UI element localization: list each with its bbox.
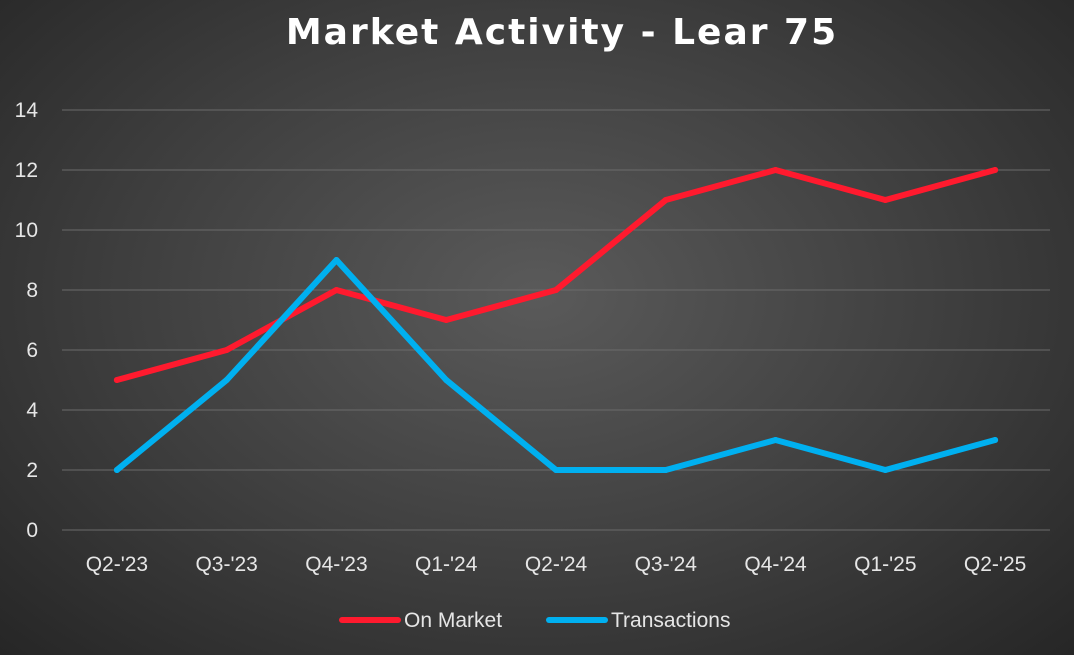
x-tick-label: Q4-'24 [744, 553, 807, 576]
y-tick-label: 12 [15, 159, 38, 182]
y-tick-label: 6 [26, 339, 38, 362]
data-point [772, 437, 779, 443]
y-tick-label: 4 [26, 399, 38, 422]
x-tick-label: Q4-'23 [305, 553, 367, 576]
data-point [992, 437, 999, 443]
data-point [333, 257, 340, 263]
x-tick-label: Q3-'24 [635, 553, 698, 576]
data-point [553, 287, 559, 293]
x-tick-label: Q1-'24 [415, 553, 478, 576]
data-point [662, 197, 669, 203]
data-point [882, 467, 889, 473]
data-point [223, 347, 230, 353]
data-point [113, 377, 120, 383]
chart-title: Market Activity - Lear 75 [286, 12, 838, 53]
data-point [443, 317, 450, 323]
y-tick-label: 14 [15, 99, 39, 122]
x-axis-tick-labels: Q2-'23 Q3-'23 Q4-'23 Q1-'24 Q2-'24 Q3-'24 Q4-'… [86, 553, 1027, 576]
data-point [113, 467, 120, 473]
y-tick-label: 8 [26, 279, 38, 302]
y-axis-tick-labels: 0 2 4 6 8 10 12 14 [15, 99, 39, 542]
x-tick-label: Q1-'25 [854, 553, 916, 576]
y-tick-label: 2 [26, 459, 38, 482]
y-tick-label: 0 [26, 519, 38, 542]
series-lines [113, 167, 999, 473]
x-tick-label: Q2-'25 [964, 553, 1026, 576]
data-point [553, 467, 559, 473]
y-tick-label: 10 [15, 219, 38, 242]
data-point [992, 167, 999, 173]
x-tick-label: Q2-'24 [525, 553, 588, 576]
data-point [223, 377, 230, 383]
series-line-on-market [113, 167, 999, 383]
x-tick-label: Q2-'23 [86, 553, 148, 576]
legend-label: Transactions [611, 609, 730, 632]
legend: On Market Transactions [339, 609, 730, 632]
data-point [882, 197, 889, 203]
data-point [443, 377, 450, 383]
data-point [662, 467, 669, 473]
legend-label: On Market [404, 609, 502, 632]
data-point [772, 167, 779, 173]
x-tick-label: Q3-'23 [195, 553, 257, 576]
data-point [333, 287, 340, 293]
